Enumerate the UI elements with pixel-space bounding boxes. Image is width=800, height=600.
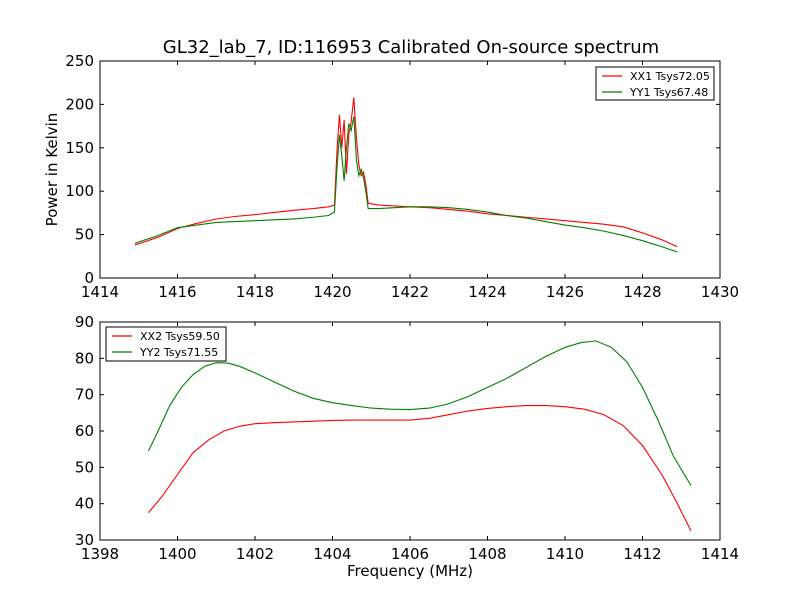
- x-tick-label: 1420: [313, 283, 351, 301]
- series-line-1: [134, 97, 678, 248]
- y-tick-label: 0: [84, 269, 94, 287]
- legend-label: YY1 Tsys67.48: [629, 86, 708, 99]
- x-tick-label: 1400: [158, 545, 196, 563]
- x-tick-label: 1422: [391, 283, 429, 301]
- x-tick-label: 1426: [546, 283, 584, 301]
- legend: XX2 Tsys59.50 YY2 Tsys71.55: [105, 326, 227, 362]
- legend-label: XX2 Tsys59.50: [140, 330, 220, 343]
- x-tick-label: 1406: [391, 545, 429, 563]
- x-tick-label: 1430: [701, 283, 739, 301]
- y-tick-label: 80: [75, 349, 94, 367]
- y-tick-label: 150: [65, 139, 94, 157]
- series-line-2: [134, 116, 678, 253]
- x-tick-label: 1398: [81, 545, 119, 563]
- bottom-spectrum-plot: 1398 1400 1402 1404 1406 1408 1410 1412 1414 30 40…: [75, 313, 739, 580]
- x-tick-label: 1414: [81, 283, 119, 301]
- y-tick-label: 200: [65, 95, 94, 113]
- chart-title: GL32_lab_7, ID:116953 Calibrated On-sour…: [163, 37, 659, 58]
- x-tick-label: 1414: [701, 545, 739, 563]
- y-tick-label: 40: [75, 495, 94, 513]
- x-tick-label: 1412: [623, 545, 661, 563]
- legend: XX1 Tsys72.05 YY1 Tsys67.48: [595, 66, 715, 101]
- y-tick-label: 70: [75, 386, 94, 404]
- x-tick-label: 1424: [468, 283, 506, 301]
- legend-label: YY2 Tsys71.55: [139, 346, 218, 359]
- y-tick-label: 250: [65, 52, 94, 70]
- x-tick-label: 1408: [468, 545, 506, 563]
- x-tick-label: 1418: [236, 283, 274, 301]
- y-axis-label: Power in Kelvin: [43, 113, 61, 227]
- x-tick-label: 1404: [313, 545, 351, 563]
- y-tick-label: 50: [75, 458, 94, 476]
- legend-label: XX1 Tsys72.05: [630, 70, 710, 83]
- top-spectrum-plot: 1414 1416 1418 1420 1422 1424 1426 1428 1430 0 50 1…: [43, 52, 739, 301]
- legend-box: [595, 66, 715, 101]
- legend-box: [105, 326, 227, 362]
- y-tick-label: 90: [75, 313, 94, 331]
- y-tick-label: 100: [65, 182, 94, 200]
- x-tick-label: 1416: [158, 283, 196, 301]
- y-tick-label: 30: [75, 531, 94, 549]
- y-tick-label: 50: [75, 226, 94, 244]
- x-axis-label: Frequency (MHz): [347, 562, 473, 580]
- series-line-1: [148, 405, 692, 532]
- series-line-2: [147, 340, 692, 486]
- x-tick-label: 1402: [236, 545, 274, 563]
- x-tick-label: 1410: [546, 545, 584, 563]
- x-tick-label: 1428: [623, 283, 661, 301]
- y-tick-label: 60: [75, 422, 94, 440]
